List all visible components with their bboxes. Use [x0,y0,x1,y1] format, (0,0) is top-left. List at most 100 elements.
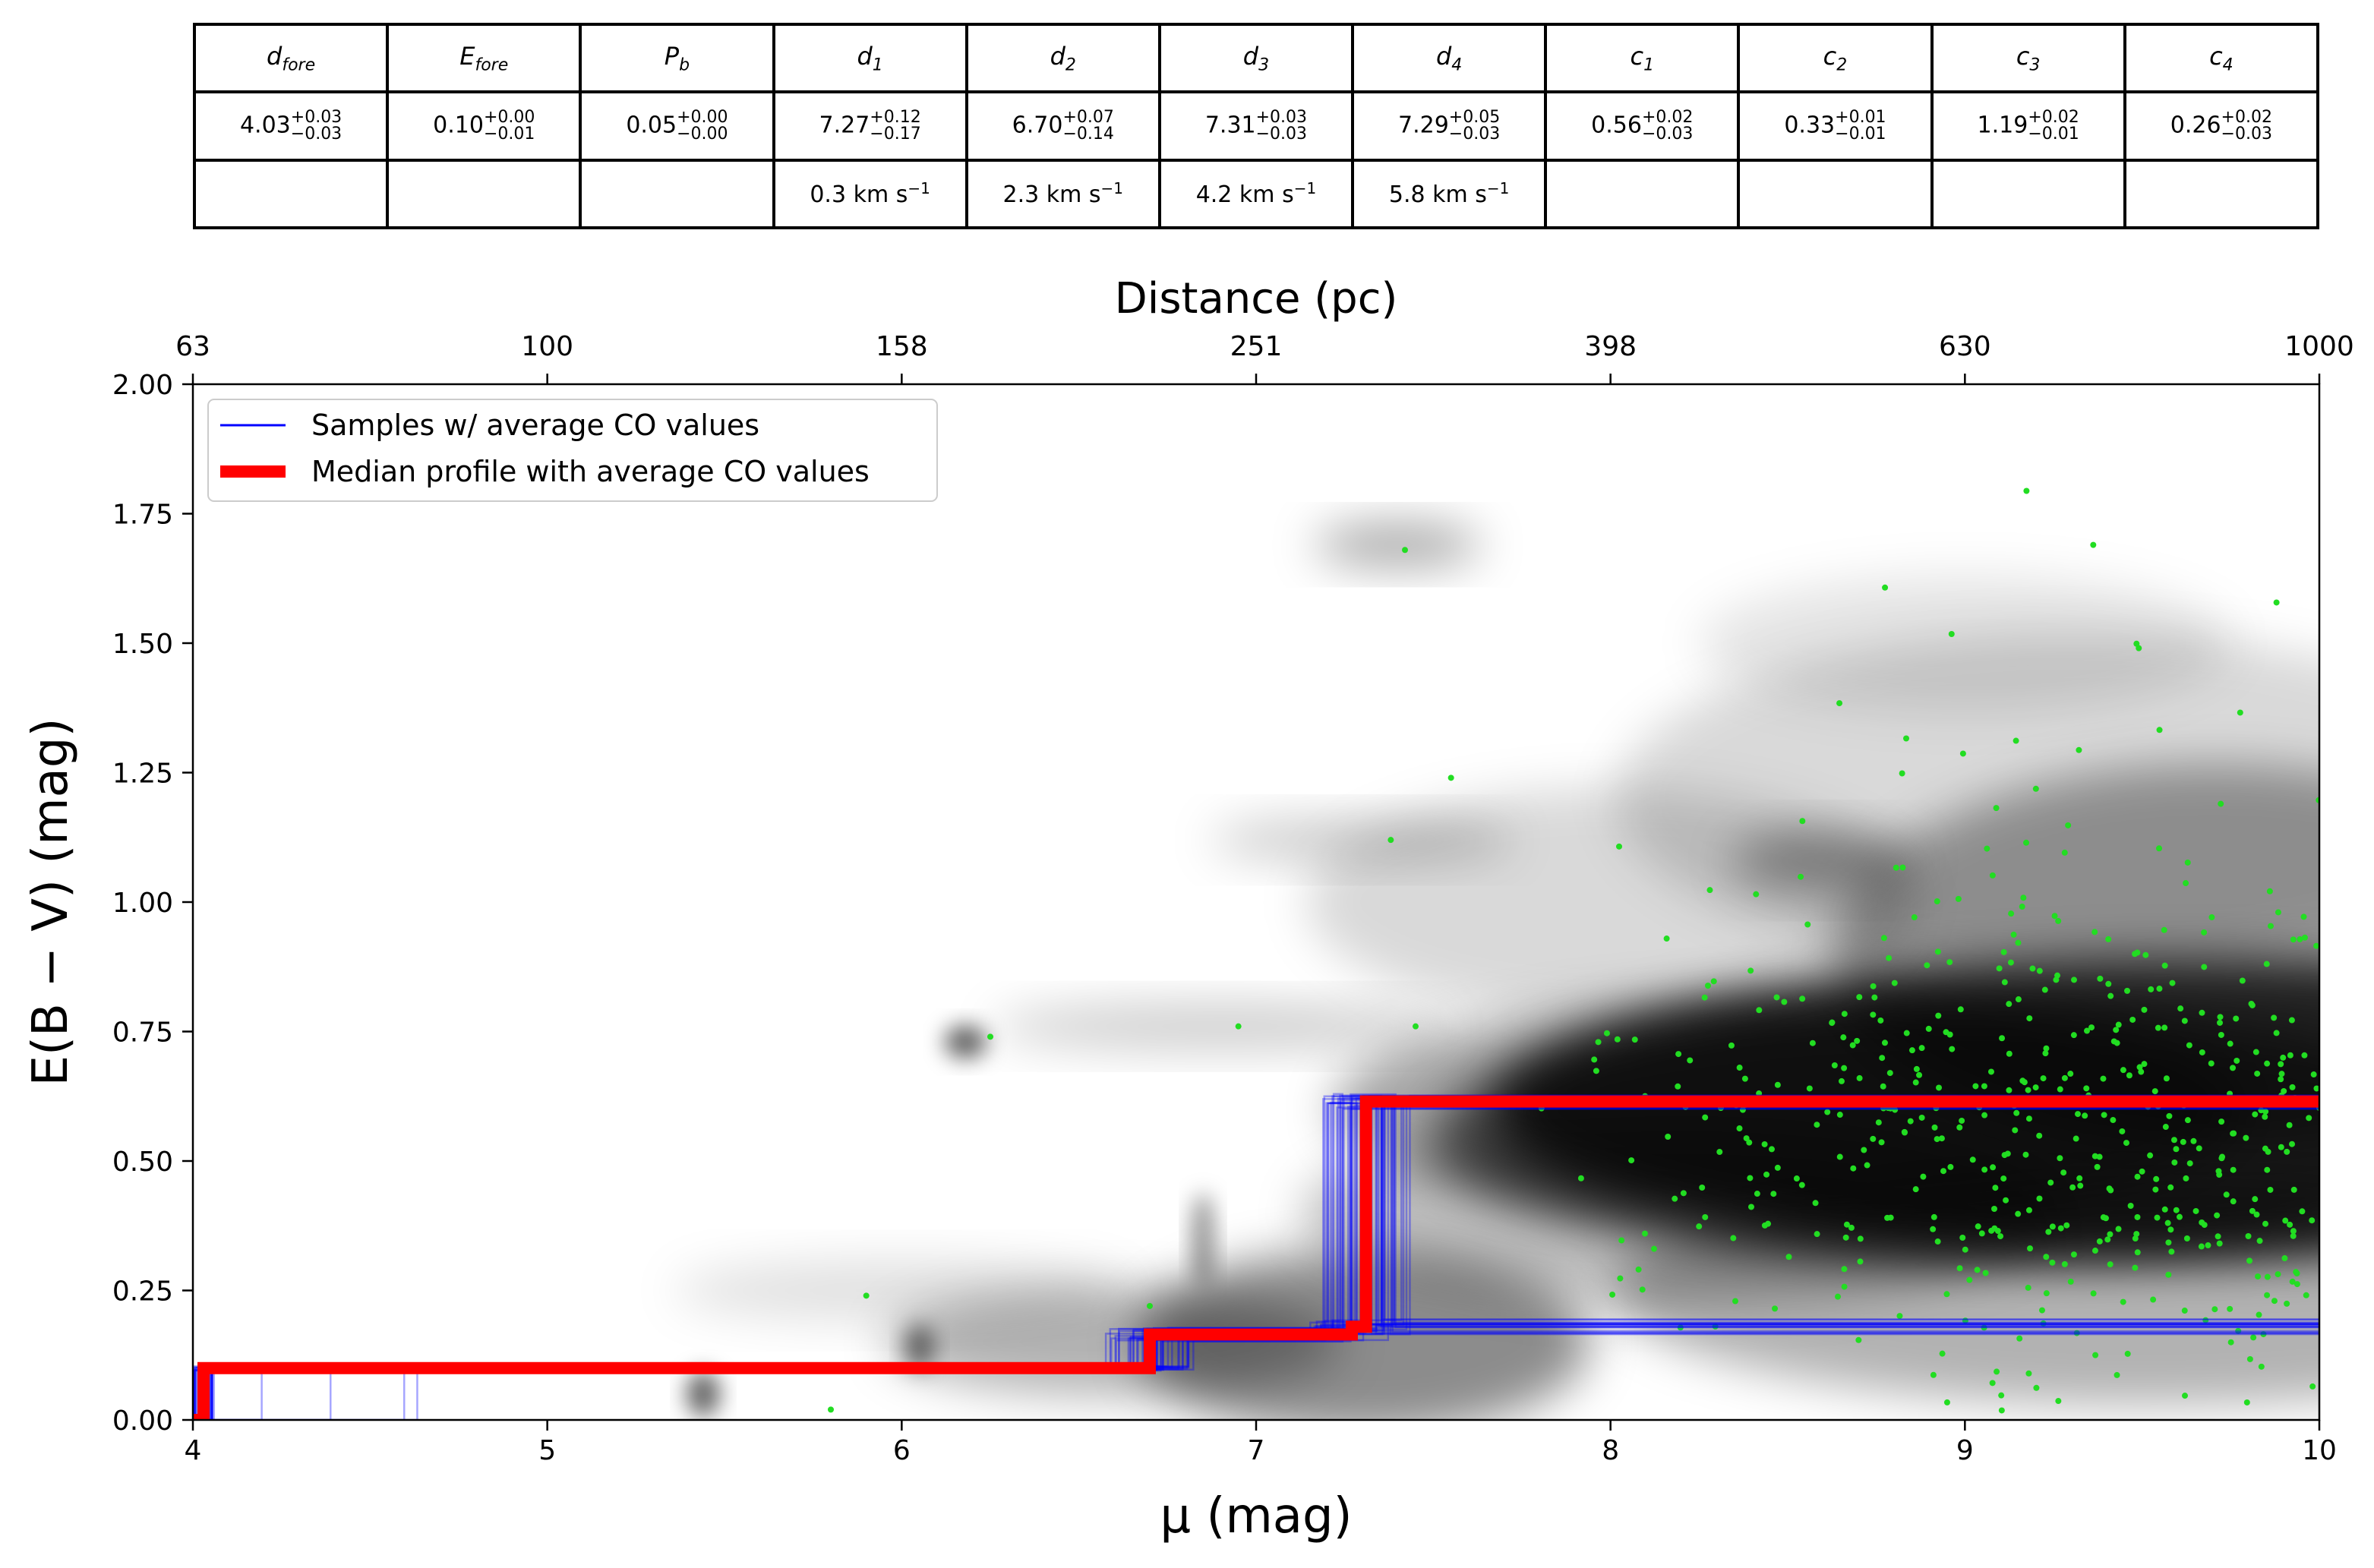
star-point [1950,1424,1956,1431]
star-point [1903,1030,1910,1036]
star-point [1814,1122,1820,1128]
star-point [1924,962,1930,969]
star-point [2015,996,2022,1003]
star-point [2041,986,2048,993]
star-point [1577,1175,1584,1182]
star-point [2150,1296,2157,1303]
value-cell: 0.56+0.02 −0.03 [1544,90,1741,162]
star-point [2267,923,2274,929]
star-point [2165,1271,2172,1278]
star-point [2313,1085,2319,1092]
star-point [2156,986,2163,992]
star-point [1994,1368,2000,1375]
star-point [1798,873,1804,880]
star-point [2262,1113,2268,1120]
density-blob [1211,817,1514,863]
star-point [1907,1118,1914,1125]
star-point [2076,746,2082,753]
star-point [2054,972,2061,979]
star-point [2015,939,2022,946]
star-point [1886,1070,1893,1077]
star-point [1893,864,1899,871]
star-point [1936,1084,1943,1091]
star-point [2233,1015,2240,1022]
star-point [1854,1037,1861,1044]
star-point [1946,1031,1953,1038]
star-point [2138,1068,2145,1075]
star-point [1628,1157,1635,1164]
star-point [1641,1230,1648,1237]
x-tick-label: 5 [538,1435,556,1466]
star-point [1930,1371,1937,1378]
star-point [2100,1214,2107,1221]
star-point [1716,1149,1723,1156]
star-point [2019,1077,2026,1084]
star-point [2205,1242,2211,1249]
star-point [2060,1169,2067,1176]
star-point [2301,1052,2308,1058]
star-point [1836,700,1843,707]
star-point [828,1406,834,1413]
star-point [2141,1006,2148,1013]
star-point [2184,1117,2191,1124]
star-point [2020,894,2027,901]
star-point [2000,948,2007,955]
star-point [2126,1072,2132,1079]
star-point [2057,1225,2064,1232]
star-point [2267,1186,2274,1193]
star-point [1878,1139,1885,1146]
star-point [2281,1255,2288,1262]
star-point [2013,737,2019,744]
star-point [1949,1046,1956,1052]
star-point [2180,1138,2186,1145]
star-point [1704,983,1711,989]
star-point [1650,1245,1657,1252]
star-point [1992,1185,1999,1191]
star-point [2042,1050,2049,1057]
star-point [2045,1229,2052,1235]
star-point [2148,986,2155,992]
star-point [2032,1084,2039,1091]
star-point [2186,1042,2192,1049]
star-point [1990,1164,1997,1171]
star-point [2107,1261,2114,1268]
star-point [1447,775,1454,781]
star-point [2106,1185,2113,1192]
star-point [1850,1165,1857,1172]
star-point [1413,1023,1419,1030]
star-point [2217,1014,2224,1021]
star-point [2306,1115,2312,1122]
star-point [1677,1324,1684,1331]
star-point [2239,977,2246,984]
star-point [2115,1021,2122,1028]
star-point [1593,1068,1599,1074]
star-point [2104,1236,2111,1243]
star-point [1696,1223,1703,1230]
star-point [2061,1074,2068,1081]
y-tick-label: 0.50 [112,1147,173,1178]
star-point [1908,1047,1915,1054]
star-point [1768,1146,1775,1153]
star-point [2134,1173,2141,1180]
star-point [1824,1109,1831,1115]
star-point [2055,1398,2062,1405]
median-profile [193,1095,2319,1420]
median-line [193,1095,2319,1420]
star-point [2273,599,2280,606]
star-point [1871,994,1878,1001]
star-point [2266,888,2273,894]
star-point [2223,1191,2230,1198]
star-point [1609,1291,1616,1298]
star-point [1635,1266,1642,1273]
star-point [1631,1036,1638,1043]
star-point [2246,1355,2253,1362]
star-point [1831,1062,1838,1068]
sample-line [193,1093,2319,1420]
star-point [2013,1109,2020,1116]
star-point [2067,1278,2074,1285]
star-point [1877,1017,1884,1024]
star-point [2198,1243,2205,1250]
star-point [2300,913,2307,920]
star-point [2136,645,2142,651]
